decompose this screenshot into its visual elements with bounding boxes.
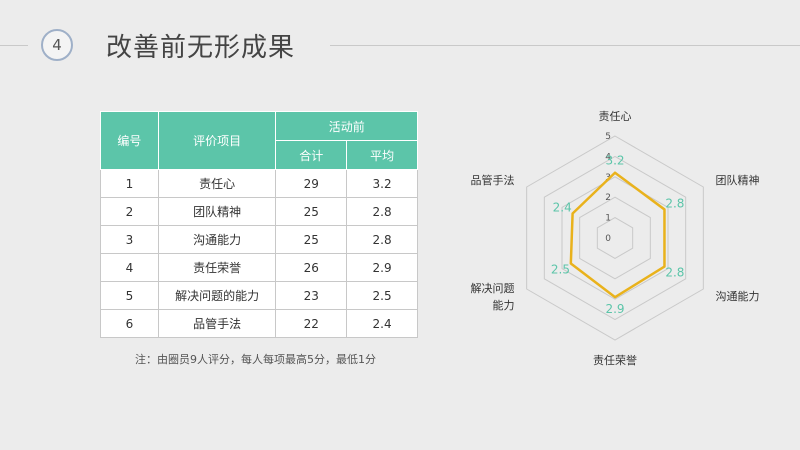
section-number: 4	[52, 36, 62, 54]
cell-item: 责任心	[157, 169, 277, 198]
cell-item: 解决问题的能力	[157, 281, 277, 310]
radar-value-label: 3.2	[605, 154, 624, 168]
header-item: 评价项目	[157, 111, 277, 170]
cell-total: 25	[275, 197, 348, 226]
table-row: 6 品管手法 22 2.4	[100, 309, 418, 338]
cell-no: 5	[100, 281, 159, 310]
table-row: 1 责任心 29 3.2	[100, 169, 418, 198]
radar-value-label: 2.9	[605, 302, 624, 316]
cell-total: 22	[275, 309, 348, 338]
table-row: 4 责任荣誉 26 2.9	[100, 253, 418, 282]
cell-no: 4	[100, 253, 159, 282]
cell-item: 团队精神	[157, 197, 277, 226]
evaluation-table: 编号 评价项目 活动前 合计 平均 1 责任心 29 3.2 2 团队精神 25…	[100, 111, 418, 338]
radar-category-label: 沟通能力	[715, 289, 759, 303]
header-rule-left	[0, 45, 28, 46]
cell-total: 25	[275, 225, 348, 254]
radar-grid-ring	[579, 196, 651, 280]
cell-total: 26	[275, 253, 348, 282]
cell-no: 6	[100, 309, 159, 338]
table-row: 3 沟通能力 25 2.8	[100, 225, 418, 254]
radar-category-label: 责任荣誉	[593, 353, 637, 367]
header-no: 编号	[100, 111, 159, 170]
scoring-note: 注：由圈员9人评分，每人每项最高5分，最低1分	[135, 353, 376, 366]
cell-average: 3.2	[346, 169, 418, 198]
radar-tick-label: 1	[605, 214, 611, 224]
header-total: 合计	[275, 140, 348, 170]
radar-grid-ring	[543, 155, 687, 321]
cell-item: 沟通能力	[157, 225, 277, 254]
cell-total: 29	[275, 169, 348, 198]
section-number-badge: 4	[41, 29, 73, 61]
cell-total: 23	[275, 281, 348, 310]
cell-no: 2	[100, 197, 159, 226]
header-average: 平均	[346, 140, 418, 170]
page-title: 改善前无形成果	[106, 33, 296, 63]
header-rule-right	[330, 45, 800, 46]
cell-average: 2.5	[346, 281, 418, 310]
radar-category-label: 解决问题能力	[471, 281, 515, 312]
radar-tick-label: 5	[605, 132, 611, 142]
radar-value-label: 2.8	[665, 196, 684, 210]
radar-value-label: 2.4	[553, 201, 572, 215]
cell-average: 2.8	[346, 225, 418, 254]
radar-series-line	[569, 171, 666, 299]
radar-tick-label: 0	[605, 234, 611, 244]
cell-average: 2.9	[346, 253, 418, 282]
cell-no: 1	[100, 169, 159, 198]
radar-grid-ring	[526, 135, 704, 341]
radar-value-label: 2.8	[665, 266, 684, 280]
header-before-activity: 活动前	[275, 111, 418, 141]
radar-value-label: 2.5	[551, 263, 570, 277]
table-row: 5 解决问题的能力 23 2.5	[100, 281, 418, 310]
cell-average: 2.4	[346, 309, 418, 338]
radar-category-label: 责任心	[599, 110, 632, 123]
radar-category-label: 品管手法	[471, 173, 515, 187]
radar-tick-label: 4	[605, 152, 611, 162]
table-row: 2 团队精神 25 2.8	[100, 197, 418, 226]
cell-item: 责任荣誉	[157, 253, 277, 282]
cell-item: 品管手法	[157, 309, 277, 338]
cell-no: 3	[100, 225, 159, 254]
radar-chart: 0123453.22.82.82.92.52.4责任心团队精神沟通能力责任荣誉解…	[471, 110, 760, 367]
radar-tick-label: 2	[605, 193, 611, 203]
radar-grid-ring	[596, 217, 634, 259]
cell-average: 2.8	[346, 197, 418, 226]
radar-grid-ring	[561, 176, 669, 300]
radar-category-label: 团队精神	[715, 173, 759, 187]
